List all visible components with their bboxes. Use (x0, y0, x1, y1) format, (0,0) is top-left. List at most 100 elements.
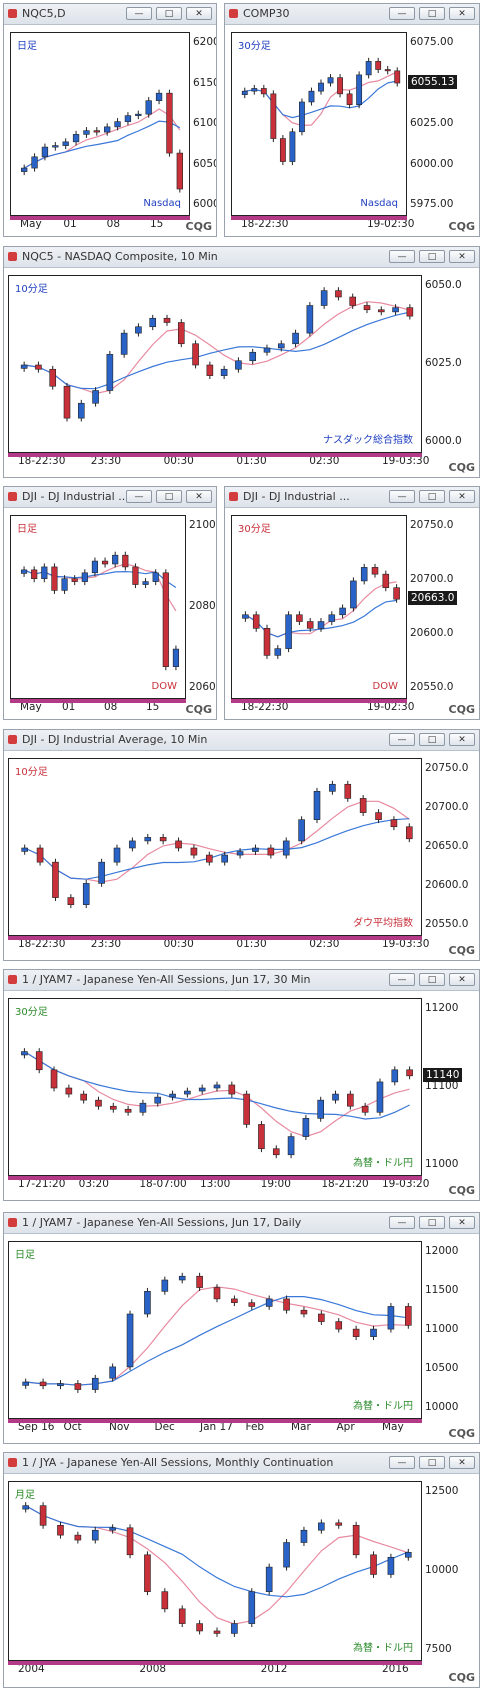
candle-body (394, 70, 401, 84)
chart-window-p6[interactable]: DJI - DJ Industrial Average, 10 Min — □ ✕ 10… (3, 729, 480, 961)
candle-body (406, 307, 414, 317)
candle-body (149, 317, 157, 328)
candle-body (387, 1306, 395, 1330)
minimize-button[interactable]: — (126, 490, 152, 503)
candle-body (267, 847, 275, 856)
maximize-button[interactable]: □ (156, 7, 182, 20)
candle-body (206, 854, 213, 863)
maximize-button[interactable]: □ (419, 1456, 445, 1469)
minimize-button[interactable]: — (389, 1456, 415, 1469)
minimize-button[interactable]: — (389, 1216, 415, 1229)
candle-body (98, 861, 105, 884)
candle-body (63, 385, 71, 419)
candle-body (265, 1566, 273, 1592)
minimize-button[interactable]: — (389, 490, 415, 503)
chart-window-p8[interactable]: 1 / JYAM7 - Japanese Yen-All Sessions, J… (3, 1212, 480, 1444)
maximize-button[interactable]: □ (419, 973, 445, 986)
chart-window-p1[interactable]: NQC5,D — □ ✕ 日足 Nasdaq 6200.0 6150.0 6100.0 6050.… (3, 3, 217, 237)
minimize-button[interactable]: — (389, 973, 415, 986)
minimize-button[interactable]: — (389, 7, 415, 20)
plot-area[interactable]: 日足 為替・ドル円 (8, 1241, 422, 1419)
candle-body (163, 317, 171, 323)
close-button[interactable]: ✕ (186, 7, 212, 20)
close-button[interactable]: ✕ (449, 733, 475, 746)
candlestick-chart (22, 1502, 412, 1637)
x-tick-label: 01 (63, 218, 77, 230)
chart-window-p7[interactable]: 1 / JYAM7 - Japanese Yen-All Sessions, J… (3, 969, 480, 1201)
plot-area[interactable]: 日足 DOW (10, 515, 186, 699)
candle-body (101, 560, 109, 565)
x-tick-label: 2016 (382, 1663, 409, 1675)
candle-body (375, 61, 382, 70)
candle-body (50, 1069, 58, 1089)
x-tick-label: 18-22:30 (18, 455, 66, 467)
candle-body (346, 93, 353, 105)
candle-body (248, 1591, 256, 1624)
close-button[interactable]: ✕ (449, 250, 475, 263)
chart-window-p9[interactable]: 1 / JYA - Japanese Yen-All Sessions, Mon… (3, 1452, 480, 1688)
y-tick-label: 6200.0 (193, 36, 216, 48)
x-tick-label: 15 (146, 701, 160, 713)
candle-body (283, 1542, 290, 1568)
cqg-logo: CQG (448, 1184, 475, 1197)
cqg-logo: CQG (448, 1671, 475, 1684)
candle-body (363, 305, 371, 311)
candle-body (109, 1105, 117, 1110)
session-strip (10, 216, 190, 220)
minimize-button[interactable]: — (389, 250, 415, 263)
candle-body (405, 1306, 412, 1326)
x-tick-label: 19-03:30 (382, 938, 430, 950)
minimize-button[interactable]: — (126, 7, 152, 20)
maximize-button[interactable]: □ (419, 1216, 445, 1229)
plot-area[interactable]: 10分足 ダウ平均指数 (8, 758, 422, 936)
minimize-button[interactable]: — (389, 733, 415, 746)
x-tick-label: 18-22:30 (241, 218, 289, 230)
candle-body (93, 130, 100, 133)
session-strip (8, 1176, 422, 1180)
plot-area[interactable]: 月足 為替・ドル円 (8, 1481, 422, 1661)
maximize-button[interactable]: □ (419, 733, 445, 746)
chart-window-p2[interactable]: COMP30—□✕30分足Nasdaq6075.006050.006025.00… (224, 3, 480, 237)
candle-body (327, 77, 334, 84)
chart-app-icon (229, 9, 238, 18)
plot-area[interactable]: 30分足 為替・ドル円 (8, 998, 422, 1176)
plot-area[interactable]: 30分足 DOW (231, 515, 407, 699)
close-button[interactable]: ✕ (449, 7, 475, 20)
plot-area[interactable]: 30分足 Nasdaq (231, 32, 407, 216)
plot-area[interactable]: 10分足 ナスダック総合指数 (8, 275, 422, 453)
candle-body (39, 1505, 47, 1526)
x-tick-label: Oct (63, 1421, 82, 1433)
candle-body (91, 1377, 99, 1390)
candle-body (198, 1087, 206, 1092)
candle-body (393, 587, 400, 600)
maximize-button[interactable]: □ (419, 250, 445, 263)
close-button[interactable]: ✕ (449, 490, 475, 503)
chart-window-p5[interactable]: DJI - DJ Industrial ... — □ ✕ 30分足 DOW 20750.0… (224, 486, 480, 720)
close-button[interactable]: ✕ (449, 1216, 475, 1229)
window-title: DJI - DJ Industrial Average, 10 Min (22, 733, 208, 746)
candle-body (142, 581, 149, 585)
candle-body (106, 354, 114, 391)
candle-body (175, 840, 182, 849)
candle-body (352, 1525, 360, 1556)
candle-body (35, 1051, 43, 1071)
maximize-button[interactable]: □ (419, 7, 445, 20)
close-button[interactable]: ✕ (449, 1456, 475, 1469)
candle-body (161, 1591, 169, 1610)
candle-body (337, 77, 343, 95)
candle-body (122, 554, 129, 568)
close-button[interactable]: ✕ (449, 973, 475, 986)
chart-window-p4[interactable]: DJI - DJ Industrial ...— □ ✕ 日足 DOW 21000.0 20… (3, 486, 217, 720)
candle-body (65, 1087, 73, 1095)
y-tick-label: 20600.0 (189, 681, 216, 693)
period-label: 日足 (17, 524, 37, 535)
chart-window-p3[interactable]: NQC5 - NASDAQ Composite, 10 Min — □ ✕ 10分足 ナス… (3, 246, 480, 478)
maximize-button[interactable]: □ (419, 490, 445, 503)
plot-area[interactable]: 日足 Nasdaq (10, 32, 190, 216)
moving-average-long-line (24, 818, 410, 880)
candle-body (318, 1313, 325, 1322)
close-button[interactable]: ✕ (186, 490, 212, 503)
maximize-button[interactable]: □ (156, 490, 182, 503)
title-bar: 1 / JYAM7 - Japanese Yen-All Sessions, J… (4, 970, 479, 991)
x-tick-label: 17-21:20 (18, 1178, 66, 1190)
